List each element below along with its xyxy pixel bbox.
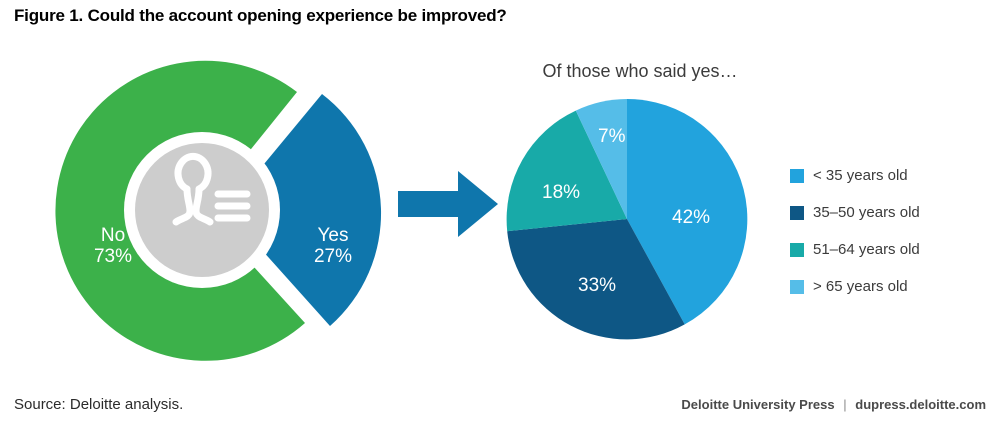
donut-label-no: No 73% (78, 225, 148, 268)
profile-card-icon-background (135, 143, 269, 277)
pie-chart-svg (506, 98, 748, 340)
pie-slice-35-50[interactable] (507, 219, 685, 340)
pie-value-51-64: 18% (542, 182, 581, 203)
pie-value-under-35: 42% (672, 207, 711, 228)
publisher-name: Deloitte University Press (681, 397, 835, 412)
publisher-url[interactable]: dupress.deloitte.com (855, 397, 986, 412)
legend-swatch-icon (790, 242, 804, 257)
legend-item-35-50[interactable]: 35–50 years old (790, 194, 990, 231)
pie-chart-subtitle: Of those who said yes… (542, 61, 738, 81)
donut-chart-svg (55, 60, 382, 361)
pie-slice-over-65[interactable] (575, 99, 627, 219)
donut-label-no-category: No (100, 225, 126, 246)
right-arrow-icon (398, 171, 498, 237)
pie-chart-age-breakdown (505, 97, 749, 341)
legend-label: > 65 years old (813, 278, 908, 295)
right-arrow (398, 168, 502, 240)
page-title: Figure 1. Could the account opening expe… (14, 6, 507, 25)
donut-label-yes-value: 27% (313, 246, 353, 268)
pie-value-over-65: 7% (598, 126, 626, 147)
legend-swatch-icon (790, 205, 804, 220)
legend-item-51-64[interactable]: 51–64 years old (790, 231, 990, 268)
legend-label: 51–64 years old (813, 241, 920, 258)
publisher-separator: | (843, 397, 847, 412)
legend-item-under-35[interactable]: < 35 years old (790, 157, 990, 194)
profile-card-icon (172, 152, 251, 226)
legend-swatch-icon (790, 168, 804, 183)
legend-label: 35–50 years old (813, 204, 920, 221)
pie-chart-legend: < 35 years old 35–50 years old 51–64 yea… (790, 157, 990, 305)
donut-slice-yes[interactable] (226, 94, 382, 326)
pie-value-35-50: 33% (578, 275, 617, 296)
pie-slice-51-64[interactable] (506, 110, 627, 232)
donut-chart-improve: No 73% Yes 27% (30, 42, 390, 382)
legend-item-over-65[interactable]: > 65 years old (790, 268, 990, 305)
pie-slice-under-35[interactable] (627, 98, 748, 325)
donut-label-yes-category: Yes (317, 225, 349, 246)
donut-label-no-value: 73% (93, 246, 133, 268)
legend-swatch-icon (790, 279, 804, 294)
source-note: Source: Deloitte analysis. (14, 396, 184, 413)
legend-label: < 35 years old (813, 167, 908, 184)
donut-label-yes: Yes 27% (298, 225, 368, 268)
publisher-credit: Deloitte University Press | dupress.delo… (681, 397, 986, 412)
